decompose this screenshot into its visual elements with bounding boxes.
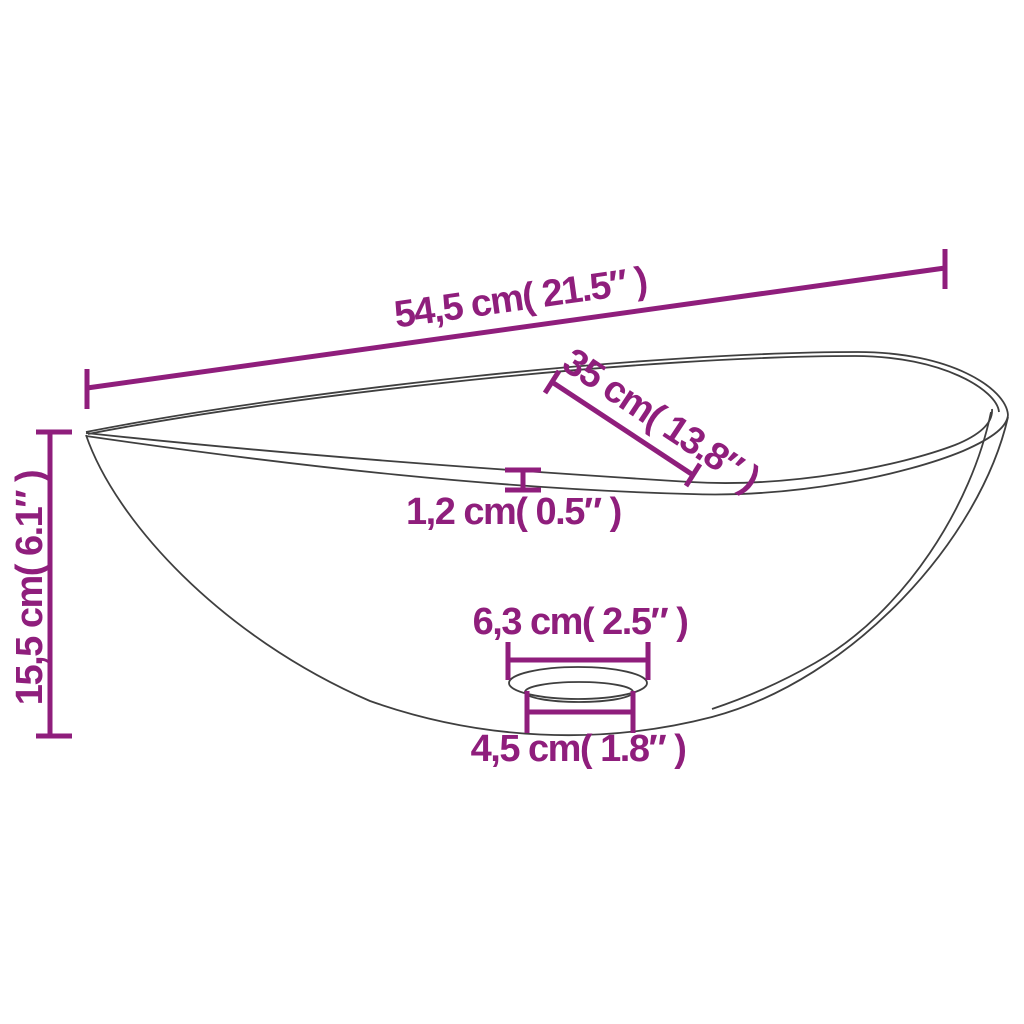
length-dimension-line (86, 265, 946, 391)
basin-outline (85, 351, 1009, 737)
rim-near-outer-line (85, 414, 1009, 496)
bowl-silhouette (85, 416, 1009, 737)
drain-outer-ring (508, 666, 648, 700)
dimension-height (36, 429, 72, 739)
dimension-overall-length (84, 249, 948, 409)
width-lower-tick (683, 462, 703, 488)
dimension-top-width (542, 369, 703, 488)
rim-far-inner-line (87, 355, 1000, 435)
label-height: 15,5 cm( 6.1″ ) (9, 471, 51, 705)
label-glass-thickness: 1,2 cm( 0.5″ ) (406, 491, 621, 533)
rim-far-outer-line (85, 351, 1009, 433)
dimension-lines (36, 249, 948, 739)
dimension-drain-inner (524, 691, 636, 733)
width-dimension-line (550, 379, 695, 478)
dimension-labels: 54,5 cm( 21.5″ ) 35 cm( 13.8″ ) 1,2 cm( … (9, 260, 766, 770)
dimension-drain-outer (505, 642, 651, 680)
width-upper-tick (542, 369, 562, 395)
dimension-glass-thickness (505, 467, 541, 493)
bowl-inner-wall-line (711, 411, 992, 710)
label-drain-outer: 6,3 cm( 2.5″ ) (473, 601, 688, 643)
label-drain-inner: 4,5 cm( 1.8″ ) (471, 728, 686, 770)
